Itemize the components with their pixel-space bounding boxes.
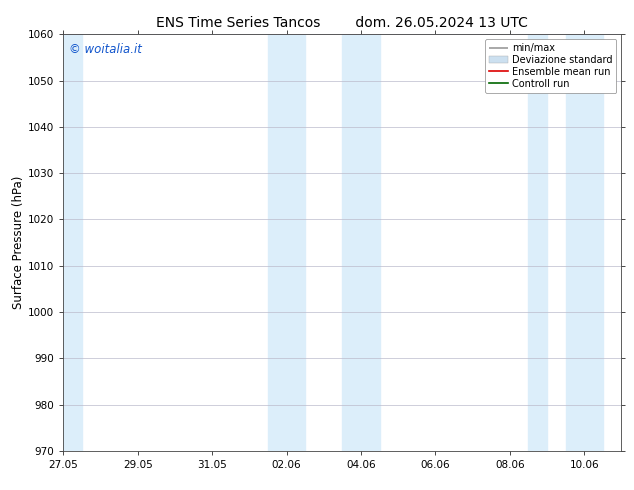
Bar: [342, 34, 380, 451]
Y-axis label: Surface Pressure (hPa): Surface Pressure (hPa): [12, 176, 25, 309]
Text: © woitalia.it: © woitalia.it: [69, 43, 142, 56]
Bar: [566, 34, 603, 451]
Legend: min/max, Deviazione standard, Ensemble mean run, Controll run: min/max, Deviazione standard, Ensemble m…: [485, 39, 616, 93]
Bar: [528, 34, 547, 451]
Bar: [268, 34, 305, 451]
Bar: [63, 34, 82, 451]
Title: ENS Time Series Tancos        dom. 26.05.2024 13 UTC: ENS Time Series Tancos dom. 26.05.2024 1…: [157, 16, 528, 30]
